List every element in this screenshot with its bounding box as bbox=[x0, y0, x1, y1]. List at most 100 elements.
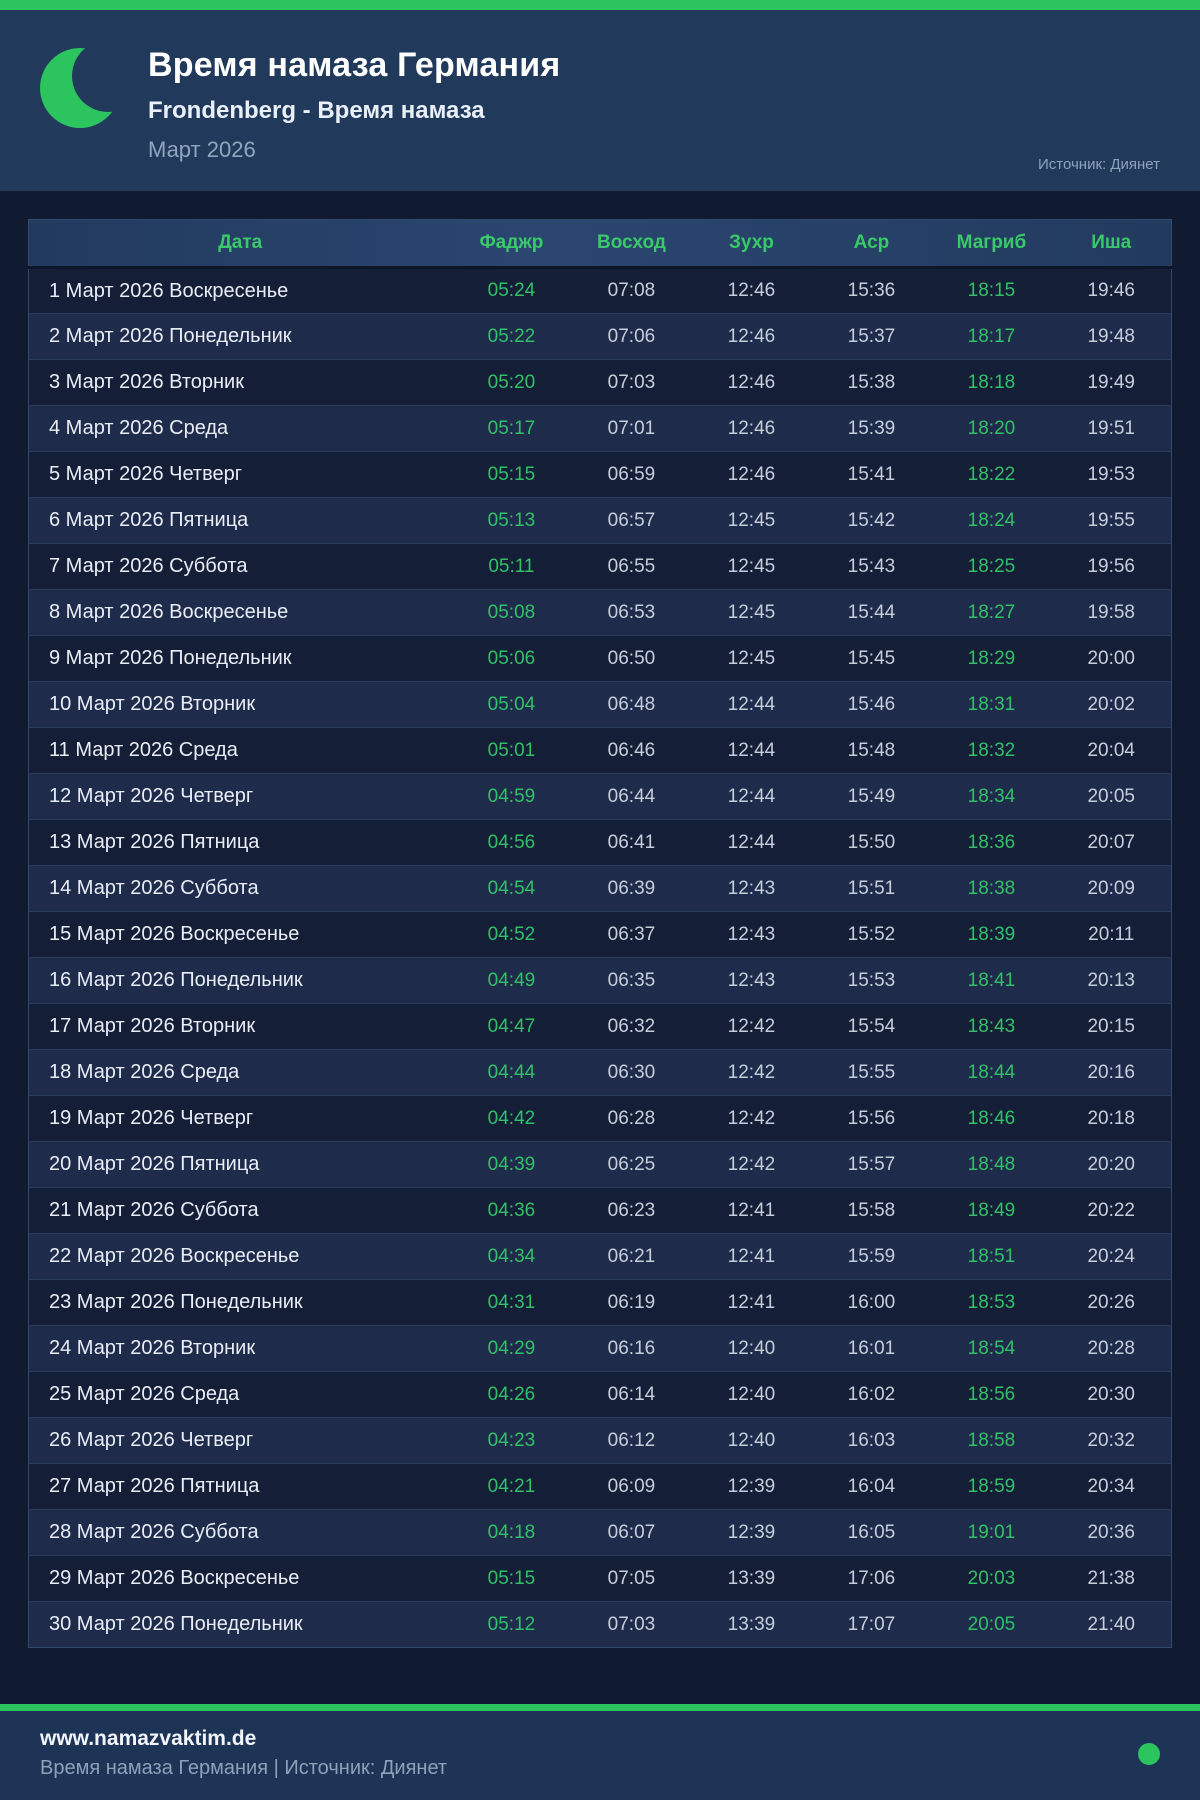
fajr-time: 04:26 bbox=[451, 1371, 572, 1418]
maghrib-time: 18:56 bbox=[931, 1371, 1052, 1418]
isha-time: 20:13 bbox=[1051, 957, 1172, 1004]
crescent-moon-icon bbox=[40, 40, 144, 132]
table-row: 9 Март 2026 Понедельник 05:06 06:50 12:45 15… bbox=[28, 635, 1172, 682]
table-body: 1 Март 2026 Воскресенье 05:24 07:08 12:46 15… bbox=[28, 267, 1172, 1648]
maghrib-time: 18:18 bbox=[931, 359, 1052, 406]
sunrise-time: 06:41 bbox=[571, 819, 692, 866]
column-header-sunrise: Восход bbox=[571, 219, 692, 269]
fajr-time: 05:08 bbox=[451, 589, 572, 636]
maghrib-time: 18:51 bbox=[931, 1233, 1052, 1280]
asr-time: 15:52 bbox=[811, 911, 932, 958]
fajr-time: 04:36 bbox=[451, 1187, 572, 1234]
footer-text: www.namazvaktim.de Время намаза Германия… bbox=[40, 1727, 447, 1780]
sunrise-time: 06:48 bbox=[571, 681, 692, 728]
page-title: Время намаза Германия bbox=[148, 46, 561, 84]
dhuhr-time: 12:46 bbox=[727, 280, 776, 301]
fajr-time: 05:13 bbox=[451, 497, 572, 544]
asr-time: 15:44 bbox=[811, 589, 932, 636]
date-cell: 16 Март 2026 Понедельник bbox=[28, 957, 452, 1004]
date-cell: 25 Март 2026 Среда bbox=[28, 1371, 452, 1418]
isha-time: 20:22 bbox=[1051, 1187, 1172, 1234]
asr-time: 15:58 bbox=[811, 1187, 932, 1234]
maghrib-time: 18:41 bbox=[931, 957, 1052, 1004]
sunrise-time: 06:53 bbox=[571, 589, 692, 636]
date-cell: 29 Март 2026 Воскресенье bbox=[28, 1555, 452, 1602]
asr-time: 15:50 bbox=[811, 819, 932, 866]
website-link[interactable]: www.namazvaktim.de bbox=[40, 1727, 257, 1750]
sunrise-time: 06:59 bbox=[571, 451, 692, 498]
column-header-fajr: Фаджр bbox=[451, 219, 572, 269]
table-row: 2 Март 2026 Понедельник 05:22 07:06 12:46 15… bbox=[28, 313, 1172, 360]
date-cell: 10 Март 2026 Вторник bbox=[28, 681, 452, 728]
sunrise-time: 06:57 bbox=[571, 497, 692, 544]
isha-time: 20:30 bbox=[1051, 1371, 1172, 1418]
isha-time: 20:36 bbox=[1051, 1509, 1172, 1556]
maghrib-time: 20:05 bbox=[931, 1601, 1052, 1648]
dhuhr-time: 12:46 bbox=[691, 313, 812, 360]
asr-time: 17:06 bbox=[811, 1555, 932, 1602]
sunrise-time: 06:35 bbox=[571, 957, 692, 1004]
table-row: 11 Март 2026 Среда 05:01 06:46 12:44 15:48 18… bbox=[28, 727, 1172, 774]
asr-time: 15:46 bbox=[811, 681, 932, 728]
date-cell: 5 Март 2026 Четверг bbox=[28, 451, 452, 498]
maghrib-time: 18:29 bbox=[931, 635, 1052, 682]
maghrib-time: 18:27 bbox=[931, 589, 1052, 636]
isha-time: 19:56 bbox=[1051, 543, 1172, 590]
date-cell: 8 Март 2026 Воскресенье bbox=[28, 589, 452, 636]
dhuhr-time: 12:40 bbox=[691, 1417, 812, 1464]
maghrib-time: 18:24 bbox=[931, 497, 1052, 544]
table-row: 6 Март 2026 Пятница 05:13 06:57 12:45 15:42 1… bbox=[28, 497, 1172, 544]
fajr-time: 05:12 bbox=[451, 1601, 572, 1648]
source-label: Источник: Диянет bbox=[1037, 156, 1160, 173]
maghrib-time: 18:17 bbox=[931, 313, 1052, 360]
dhuhr-time: 12:44 bbox=[691, 727, 812, 774]
asr-time: 16:03 bbox=[811, 1417, 932, 1464]
isha-time: 20:05 bbox=[1051, 773, 1172, 820]
footer: www.namazvaktim.de Время намаза Германия… bbox=[0, 1704, 1200, 1800]
dhuhr-time: 12:46 bbox=[691, 405, 812, 452]
date-cell: 21 Март 2026 Суббота bbox=[28, 1187, 452, 1234]
date-cell: 23 Март 2026 Понедельник bbox=[28, 1279, 452, 1326]
dhuhr-time: 13:39 bbox=[691, 1601, 812, 1648]
header-left: Время намаза Германия Frondenberg - Врем… bbox=[40, 40, 1160, 163]
dhuhr-time: 12:45 bbox=[691, 543, 812, 590]
main-content: Дата Фаджр Восход Зухр Аср Магриб Иша 1 … bbox=[28, 219, 1172, 1648]
fajr-time: 04:18 bbox=[451, 1509, 572, 1556]
sunrise-time: 06:23 bbox=[571, 1187, 692, 1234]
fajr-time: 05:06 bbox=[451, 635, 572, 682]
header-text: Время намаза Германия Frondenberg - Врем… bbox=[148, 46, 560, 163]
date-cell: 1 Март 2026 Воскресенье bbox=[49, 279, 289, 302]
date-cell: 26 Март 2026 Четверг bbox=[28, 1417, 452, 1464]
isha-time: 20:11 bbox=[1051, 911, 1172, 958]
maghrib-time: 18:32 bbox=[931, 727, 1052, 774]
dhuhr-time: 12:40 bbox=[691, 1325, 812, 1372]
maghrib-time: 18:46 bbox=[931, 1095, 1052, 1142]
asr-time: 16:00 bbox=[811, 1279, 932, 1326]
date-cell: 4 Март 2026 Среда bbox=[28, 405, 452, 452]
date-cell: 12 Март 2026 Четверг bbox=[28, 773, 452, 820]
asr-time: 15:49 bbox=[811, 773, 932, 820]
asr-time: 15:55 bbox=[811, 1049, 932, 1096]
table-row: 21 Март 2026 Суббота 04:36 06:23 12:41 15:58… bbox=[28, 1187, 1172, 1234]
header: Время намаза Германия Frondenberg - Врем… bbox=[0, 10, 1200, 191]
asr-time: 15:38 bbox=[811, 359, 932, 406]
fajr-time: 05:17 bbox=[451, 405, 572, 452]
isha-time: 21:38 bbox=[1051, 1555, 1172, 1602]
column-header-maghrib: Магриб bbox=[931, 219, 1052, 269]
dhuhr-time: 12:45 bbox=[691, 635, 812, 682]
isha-time: 19:51 bbox=[1051, 405, 1172, 452]
date-cell: 9 Март 2026 Понедельник bbox=[28, 635, 452, 682]
isha-time: 20:20 bbox=[1051, 1141, 1172, 1188]
asr-time: 16:04 bbox=[811, 1463, 932, 1510]
table-header-row: Дата Фаджр Восход Зухр Аср Магриб Иша bbox=[28, 219, 1172, 269]
fajr-time: 05:15 bbox=[451, 451, 572, 498]
dhuhr-time: 12:44 bbox=[691, 681, 812, 728]
top-accent-bar bbox=[0, 0, 1200, 10]
fajr-time: 04:49 bbox=[451, 957, 572, 1004]
fajr-time: 04:42 bbox=[451, 1095, 572, 1142]
fajr-time: 04:34 bbox=[451, 1233, 572, 1280]
maghrib-time: 18:54 bbox=[931, 1325, 1052, 1372]
table-row: 16 Март 2026 Понедельник 04:49 06:35 12:43 1… bbox=[28, 957, 1172, 1004]
isha-time: 20:26 bbox=[1051, 1279, 1172, 1326]
